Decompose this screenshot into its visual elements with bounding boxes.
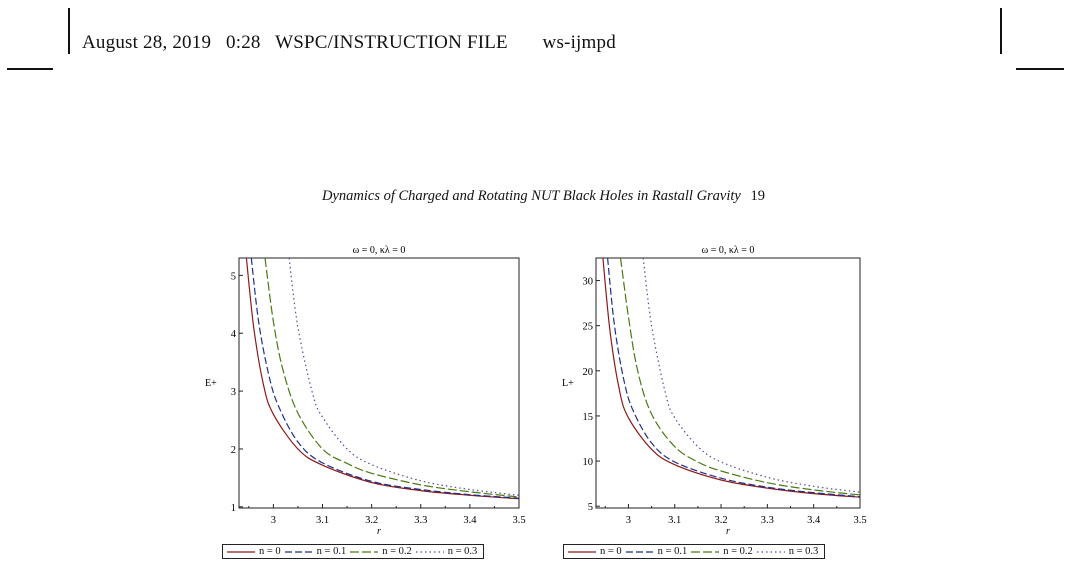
legend-entry: n = 0 [567,546,622,557]
header-file-type: WSPC/INSTRUCTION FILE [275,32,508,53]
legend-angular-momentum: n = 0 n = 0.1 n = 0.2 n = 0.3 [563,544,826,559]
y-tick-label: 2 [231,445,236,456]
x-tick-label: 3 [626,515,631,526]
legend-entry: n = 0.1 [625,546,688,557]
legend-label: n = 0.1 [657,546,688,557]
legend-label: n = 0.1 [316,546,347,557]
chart-title: ω = 0, κλ = 0 [353,245,406,256]
legend-entry: n = 0.3 [756,546,819,557]
legend-swatch [625,550,654,553]
x-tick-label: 3.4 [807,515,821,526]
y-tick-label: 10 [583,457,594,468]
series-line [642,258,860,493]
crop-mark [1000,8,1002,54]
x-axis-label: r [726,526,730,537]
figure-energy-plot: ω = 0, κλ = 0 3 3.1 3.2 3.3 3.4 3.5 1 2 3 4 5 r E+ [196,240,536,540]
legend-swatch [350,550,379,553]
legend-label: n = 0.3 [788,546,819,557]
y-tick-label: 5 [231,271,236,282]
plot-frame [595,257,861,509]
series-line [607,258,860,498]
legend-label: n = 0.2 [723,546,753,557]
x-tick-label: 3.5 [853,515,866,526]
crop-mark [1016,68,1064,70]
legend-swatch [691,550,720,553]
y-tick-label: 3 [231,387,236,398]
legend-swatch [415,550,444,553]
legend-swatch [227,550,255,553]
legend-entry: n = 0.2 [690,546,753,557]
y-tick-label: 25 [583,322,594,333]
header-file-name: ws-ijmpd [542,32,616,53]
y-axis-label: E+ [205,378,217,389]
x-axis-label: r [377,526,381,537]
x-tick-label: 3.1 [316,515,329,526]
series-line [602,258,860,498]
x-tick-label: 3.4 [463,515,477,526]
legend-entry: n = 0.2 [349,546,412,557]
header-time: 0:28 [226,32,261,53]
legend-energy: n = 0 n = 0.1 n = 0.2 n = 0.3 [222,544,485,559]
legend-swatch [756,550,785,553]
legend-label: n = 0.2 [382,546,412,557]
y-tick-label: 4 [231,329,237,340]
legend-swatch [284,550,313,553]
legend-swatch [568,550,596,553]
y-axis-label: L+ [562,378,574,389]
x-tick-label: 3.3 [414,515,427,526]
legend-label: n = 0 [600,546,622,557]
series-line [250,258,519,499]
x-tick-label: 3.2 [365,515,378,526]
y-tick-label: 30 [583,277,594,288]
y-tick-label: 5 [588,502,593,513]
page-header: August 28, 2019 0:28 WSPC/INSTRUCTION FI… [82,32,616,54]
legend-entry: n = 0.3 [415,546,478,557]
y-tick-label: 20 [583,367,594,378]
plot-frame [238,257,520,509]
legend-entry: n = 0 [226,546,281,557]
energy-chart: ω = 0, κλ = 0 3 3.1 3.2 3.3 3.4 3.5 1 2 3 4 5 r E+ [205,245,526,537]
page-number: 19 [750,188,765,204]
legend-label: n = 0.3 [447,546,478,557]
series-line [264,258,519,498]
crop-mark [7,68,53,70]
legend-entry: n = 0.1 [284,546,347,557]
x-tick-label: 3 [271,515,276,526]
series-line [619,258,860,496]
running-head: Dynamics of Charged and Rotating NUT Bla… [322,188,765,205]
crop-mark [68,8,70,54]
angular-momentum-chart: ω = 0, κλ = 0 3 3.1 3.2 3.3 3.4 3.5 5 10 15 20 25 30… [562,245,867,537]
x-tick-label: 3.5 [512,515,525,526]
series-line [245,258,519,500]
chart-title: ω = 0, κλ = 0 [702,245,755,256]
series-line [288,258,519,496]
running-head-title: Dynamics of Charged and Rotating NUT Bla… [322,188,741,204]
legend-label: n = 0 [259,546,281,557]
figure-angular-momentum-plot: ω = 0, κλ = 0 3 3.1 3.2 3.3 3.4 3.5 5 10 15 20 25 30… [554,240,874,540]
y-tick-label: 1 [231,503,236,514]
x-tick-label: 3.1 [668,515,681,526]
y-tick-label: 15 [583,412,594,423]
x-tick-label: 3.3 [761,515,774,526]
header-date: August 28, 2019 [82,32,212,53]
x-tick-label: 3.2 [714,515,727,526]
